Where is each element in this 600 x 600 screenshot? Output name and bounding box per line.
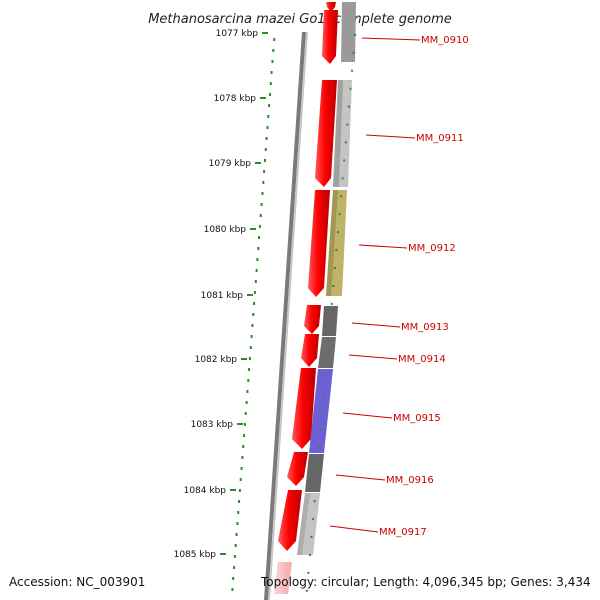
- kbp-tick-label: 1085 kbp: [174, 550, 217, 560]
- gene-label-MM_0916[interactable]: MM_0916: [386, 475, 434, 486]
- kbp-tick-label: 1077 kbp: [216, 29, 259, 39]
- gene-leader-line: [335, 474, 386, 481]
- kbp-tick-label: 1081 kbp: [201, 291, 244, 301]
- gene-label-MM_0915[interactable]: MM_0915: [393, 413, 441, 424]
- gene-leader-line: [351, 322, 401, 328]
- gene-label-MM_0913[interactable]: MM_0913: [401, 322, 449, 333]
- gene-leader-line: [348, 354, 398, 360]
- gene-leader-line: [365, 134, 416, 139]
- kbp-major-tick: [247, 294, 253, 296]
- kbp-major-tick: [250, 228, 256, 230]
- topology-text: Topology: circular; Length: 4,096,345 bp…: [261, 575, 591, 589]
- kbp-tick-label: 1082 kbp: [195, 355, 238, 365]
- gene-leader-line: [329, 525, 379, 533]
- reverse-strand-gene-MM_0913[interactable]: [304, 305, 321, 334]
- reverse-strand-gene-MM_0917[interactable]: [278, 490, 302, 551]
- tick-track: [231, 38, 276, 591]
- reverse-strand-gene-MM_0915[interactable]: [292, 368, 316, 449]
- kbp-tick-label: 1078 kbp: [214, 94, 257, 104]
- reverse-strand-gene-MM_0916[interactable]: [287, 452, 308, 486]
- reverse-strand-gene-MM_0910[interactable]: [322, 10, 338, 64]
- kbp-major-tick: [241, 358, 247, 360]
- gene-label-MM_0911[interactable]: MM_0911: [416, 133, 464, 144]
- kbp-tick-label: 1084 kbp: [184, 486, 227, 496]
- kbp-major-tick: [230, 489, 236, 491]
- kbp-tick-label: 1079 kbp: [209, 159, 252, 169]
- gene-label-MM_0910[interactable]: MM_0910: [421, 35, 469, 46]
- reverse-strand-gene-MM_0914[interactable]: [301, 334, 319, 367]
- kbp-labels: 1077 kbp 1078 kbp 1079 kbp 1080 kbp 1081 kbp…: [174, 29, 268, 560]
- gene-leader-line: [342, 412, 393, 419]
- accession-text: Accession: NC_003901: [9, 575, 146, 589]
- kbp-major-tick: [260, 97, 266, 99]
- map-title: Methanosarcina mazei Go1, complete genom…: [148, 12, 452, 27]
- gene-labels: MM_0910 MM_0911 MM_0912 MM_0913 MM_0914 MM_09…: [329, 35, 469, 538]
- gene-label-MM_0914[interactable]: MM_0914: [398, 354, 446, 365]
- kbp-major-tick: [262, 32, 268, 34]
- gene-fragment-top: [326, 2, 336, 12]
- gene-leader-line: [361, 37, 421, 41]
- kbp-tick-label: 1083 kbp: [191, 420, 234, 430]
- reverse-strand-gene-MM_0912[interactable]: [308, 190, 330, 297]
- genome-backbone: [264, 32, 308, 600]
- kbp-major-tick: [220, 553, 226, 555]
- gene-leader-line: [358, 244, 408, 249]
- reverse-strand-gene-MM_0911[interactable]: [315, 80, 337, 187]
- forward-strand-dashes: [305, 1, 359, 600]
- gene-label-MM_0912[interactable]: MM_0912: [408, 243, 456, 254]
- kbp-major-tick: [237, 423, 243, 425]
- gene-label-MM_0917[interactable]: MM_0917: [379, 527, 427, 538]
- kbp-tick-label: 1080 kbp: [204, 225, 247, 235]
- kbp-major-tick: [255, 162, 261, 164]
- gene-fragment-bottom: [274, 562, 292, 594]
- forward-strand-boxes: [297, 2, 356, 555]
